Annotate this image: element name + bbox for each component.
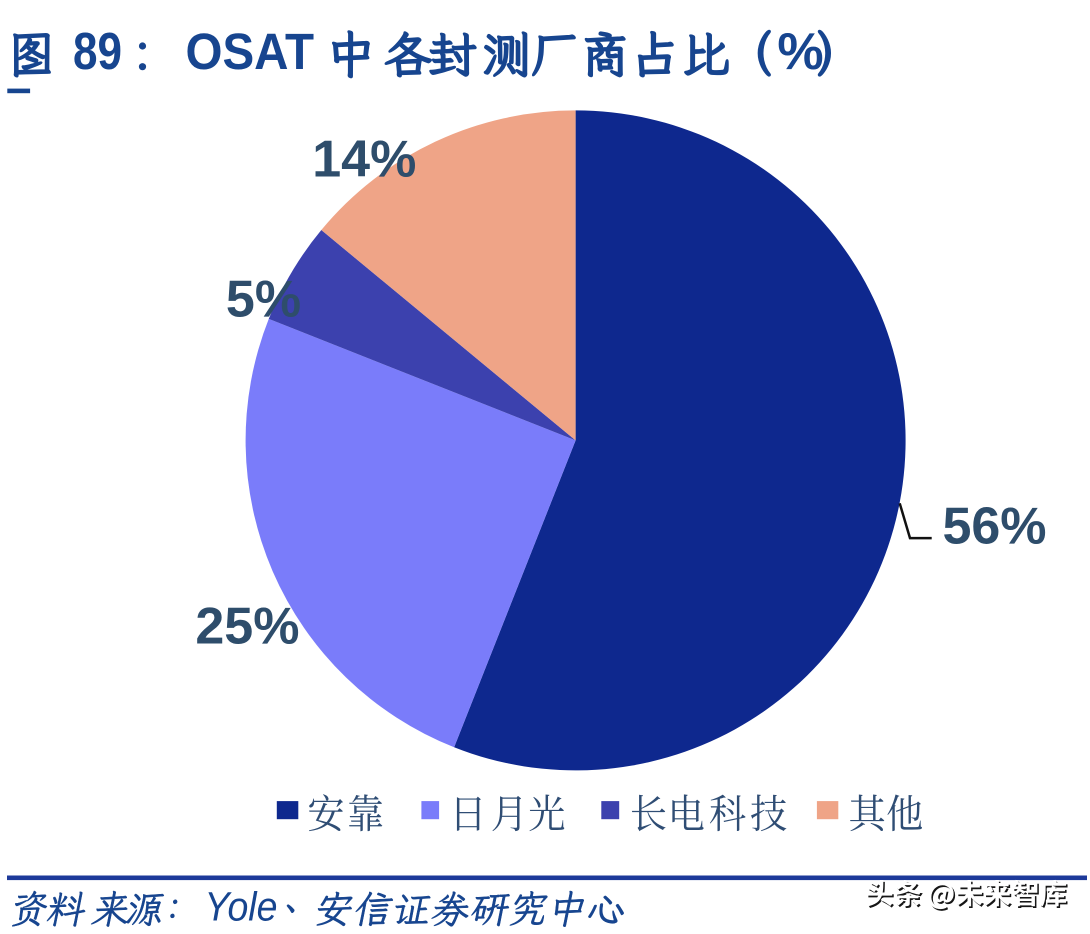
svg-text:Yole: Yole [205, 884, 278, 930]
svg-text:5%: 5% [226, 271, 301, 329]
svg-text:56%: 56% [942, 497, 1046, 555]
svg-text:OSAT: OSAT [186, 23, 315, 80]
svg-text:25%: 25% [195, 597, 299, 655]
svg-text:14%: 14% [312, 131, 416, 189]
svg-text:89: 89 [73, 23, 122, 81]
svg-text:%: % [777, 23, 823, 81]
